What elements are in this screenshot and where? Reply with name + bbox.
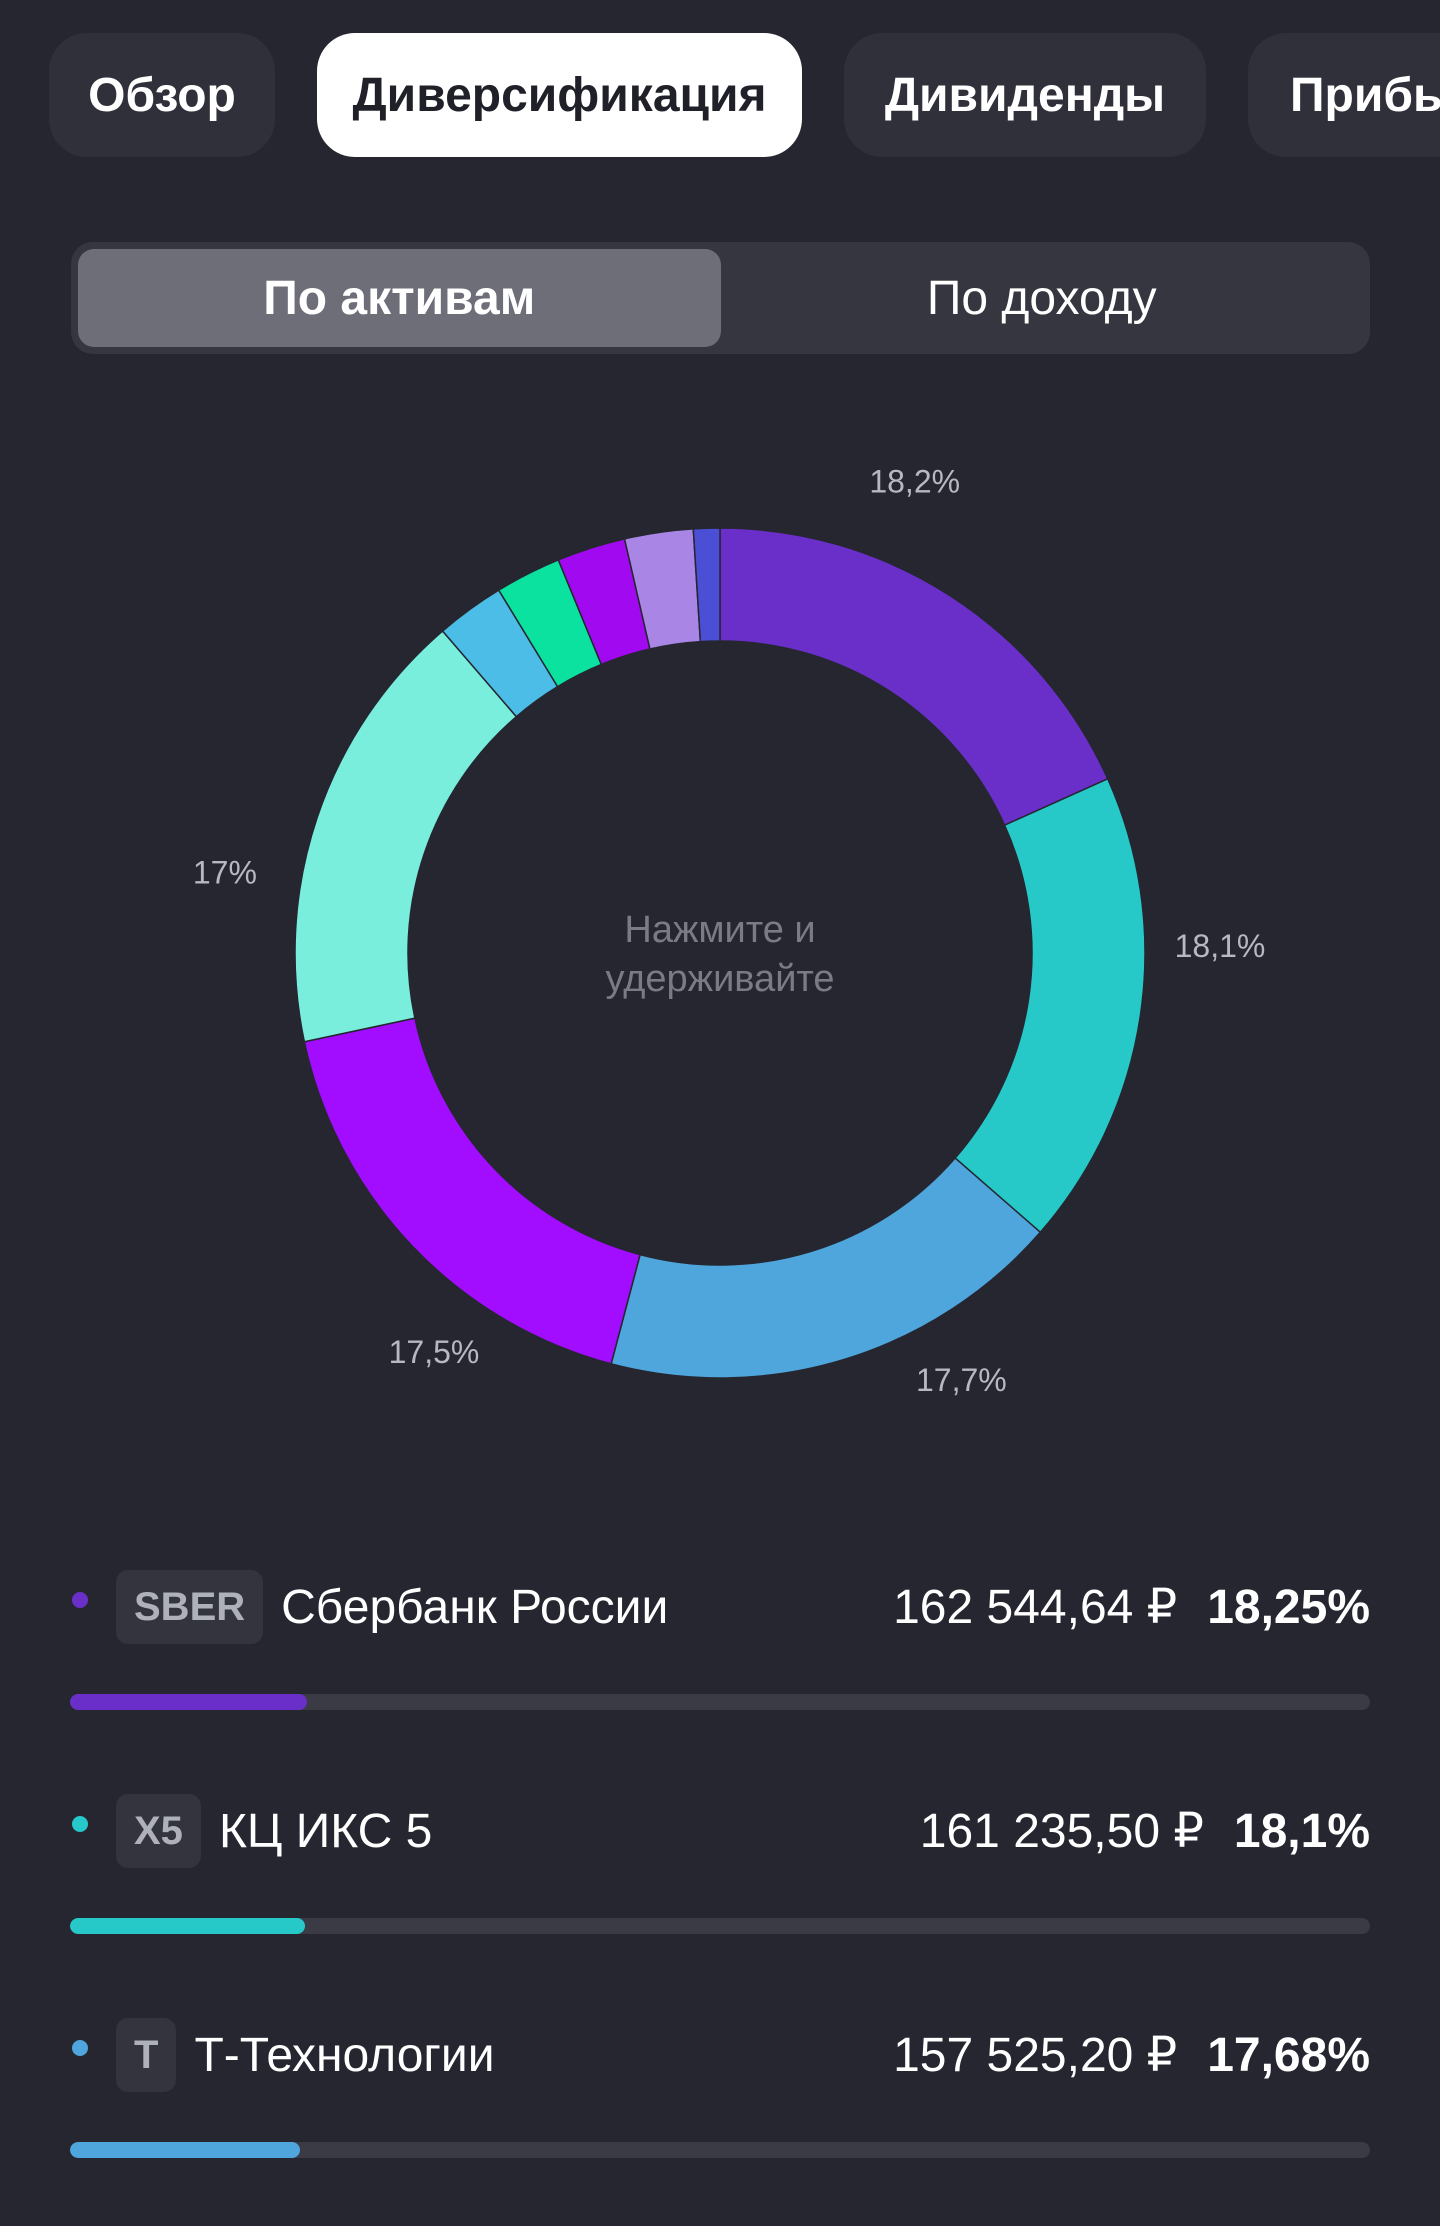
share-bar-track bbox=[70, 2142, 1370, 2158]
top-tabs: Обзор Диверсификация Дивиденды Прибы bbox=[49, 33, 1440, 157]
holding-value: 162 544,64 ₽ bbox=[893, 1581, 1178, 1634]
holding-name: Сбербанк России bbox=[281, 1580, 669, 1634]
donut-slice[interactable] bbox=[954, 777, 1146, 1234]
slice-percent-label: 17,7% bbox=[916, 1362, 1007, 1398]
color-dot-icon bbox=[72, 1592, 88, 1608]
donut-slice[interactable] bbox=[719, 527, 1109, 827]
tab-diversification[interactable]: Диверсификация bbox=[317, 33, 802, 157]
ticker-badge: X5 bbox=[116, 1794, 201, 1868]
donut-slice[interactable] bbox=[610, 1156, 1042, 1379]
chart-hint-line2: удерживайте bbox=[605, 958, 834, 1000]
tab-dividends[interactable]: Дивиденды bbox=[844, 33, 1206, 157]
donut-slice[interactable] bbox=[294, 629, 518, 1043]
donut-slice[interactable] bbox=[303, 1017, 642, 1365]
share-bar-fill bbox=[70, 2142, 300, 2158]
donut-svg[interactable]: 18,2% 18,1% 17,7% 17,5% 17% Нажмите и удержи… bbox=[193, 463, 1266, 1460]
holding-percent: 17,68% bbox=[1207, 2028, 1370, 2082]
allocation-donut-chart[interactable]: 18,2% 18,1% 17,7% 17,5% 17% Нажмите и удержи… bbox=[193, 463, 1266, 1460]
share-bar-track bbox=[70, 1918, 1370, 1934]
by-income-button[interactable]: По доходу bbox=[926, 271, 1157, 325]
holding-value: 161 235,50 ₽ bbox=[919, 1805, 1204, 1858]
by-assets-button[interactable]: По активам bbox=[78, 249, 721, 347]
tab-profit[interactable]: Прибы bbox=[1248, 33, 1440, 157]
diversification-mode-switch: По активам По доходу bbox=[71, 242, 1370, 354]
holdings-list: SBER Сбербанк России 162 544,64 ₽ 18,25%… bbox=[70, 1570, 1370, 2226]
color-dot-icon bbox=[72, 2040, 88, 2056]
slice-percent-label: 18,2% bbox=[869, 463, 960, 499]
share-bar-track bbox=[70, 1694, 1370, 1710]
slice-percent-label: 17% bbox=[193, 854, 257, 890]
holding-name: КЦ ИКС 5 bbox=[218, 1804, 433, 1858]
share-bar-fill bbox=[70, 1918, 306, 1934]
color-dot-icon bbox=[72, 1816, 88, 1832]
slice-percent-label: 17,5% bbox=[389, 1334, 480, 1370]
tab-overview[interactable]: Обзор bbox=[49, 33, 275, 157]
ticker-badge: T bbox=[116, 2018, 177, 2092]
chart-hint-line1: Нажмите и bbox=[624, 909, 815, 951]
holding-row[interactable]: SBER Сбербанк России 162 544,64 ₽ 18,25% bbox=[70, 1570, 1370, 1794]
share-bar-fill bbox=[70, 1694, 308, 1710]
holding-percent: 18,25% bbox=[1207, 1580, 1370, 1634]
holding-row[interactable]: T Т-Технологии 157 525,20 ₽ 17,68% bbox=[70, 2018, 1370, 2226]
holding-row[interactable]: X5 КЦ ИКС 5 161 235,50 ₽ 18,1% bbox=[70, 1794, 1370, 2018]
ticker-badge: SBER bbox=[116, 1570, 264, 1644]
slice-percent-label: 18,1% bbox=[1175, 928, 1266, 964]
holding-name: Т-Технологии bbox=[194, 2028, 495, 2082]
donut-slice[interactable] bbox=[692, 527, 721, 643]
holding-value: 157 525,20 ₽ bbox=[893, 2029, 1178, 2082]
holding-percent: 18,1% bbox=[1233, 1804, 1370, 1858]
